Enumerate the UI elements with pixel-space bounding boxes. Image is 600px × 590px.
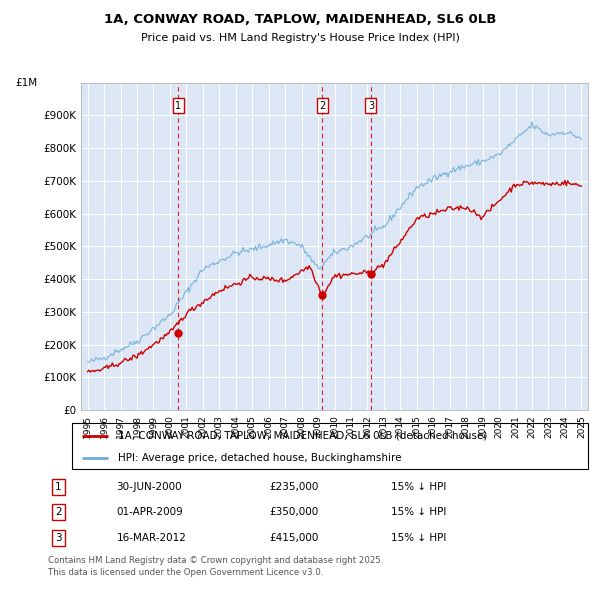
Text: 15% ↓ HPI: 15% ↓ HPI [391, 482, 446, 492]
Text: 1: 1 [175, 100, 181, 110]
Text: 1A, CONWAY ROAD, TAPLOW, MAIDENHEAD, SL6 0LB (detached house): 1A, CONWAY ROAD, TAPLOW, MAIDENHEAD, SL6… [118, 431, 488, 441]
Text: 2: 2 [55, 507, 62, 517]
Text: 15% ↓ HPI: 15% ↓ HPI [391, 507, 446, 517]
Text: 1: 1 [55, 482, 62, 492]
Text: 1A, CONWAY ROAD, TAPLOW, MAIDENHEAD, SL6 0LB: 1A, CONWAY ROAD, TAPLOW, MAIDENHEAD, SL6… [104, 13, 496, 26]
Text: HPI: Average price, detached house, Buckinghamshire: HPI: Average price, detached house, Buck… [118, 453, 402, 463]
Text: 01-APR-2009: 01-APR-2009 [116, 507, 184, 517]
Text: Contains HM Land Registry data © Crown copyright and database right 2025.
This d: Contains HM Land Registry data © Crown c… [48, 556, 383, 576]
Text: 3: 3 [55, 533, 62, 543]
Text: £350,000: £350,000 [270, 507, 319, 517]
Text: 2: 2 [319, 100, 325, 110]
Text: 30-JUN-2000: 30-JUN-2000 [116, 482, 182, 492]
Text: £415,000: £415,000 [270, 533, 319, 543]
Text: 15% ↓ HPI: 15% ↓ HPI [391, 533, 446, 543]
Text: £235,000: £235,000 [270, 482, 319, 492]
Text: 16-MAR-2012: 16-MAR-2012 [116, 533, 187, 543]
Text: £1M: £1M [16, 78, 38, 87]
Text: Price paid vs. HM Land Registry's House Price Index (HPI): Price paid vs. HM Land Registry's House … [140, 33, 460, 43]
Text: 3: 3 [368, 100, 374, 110]
